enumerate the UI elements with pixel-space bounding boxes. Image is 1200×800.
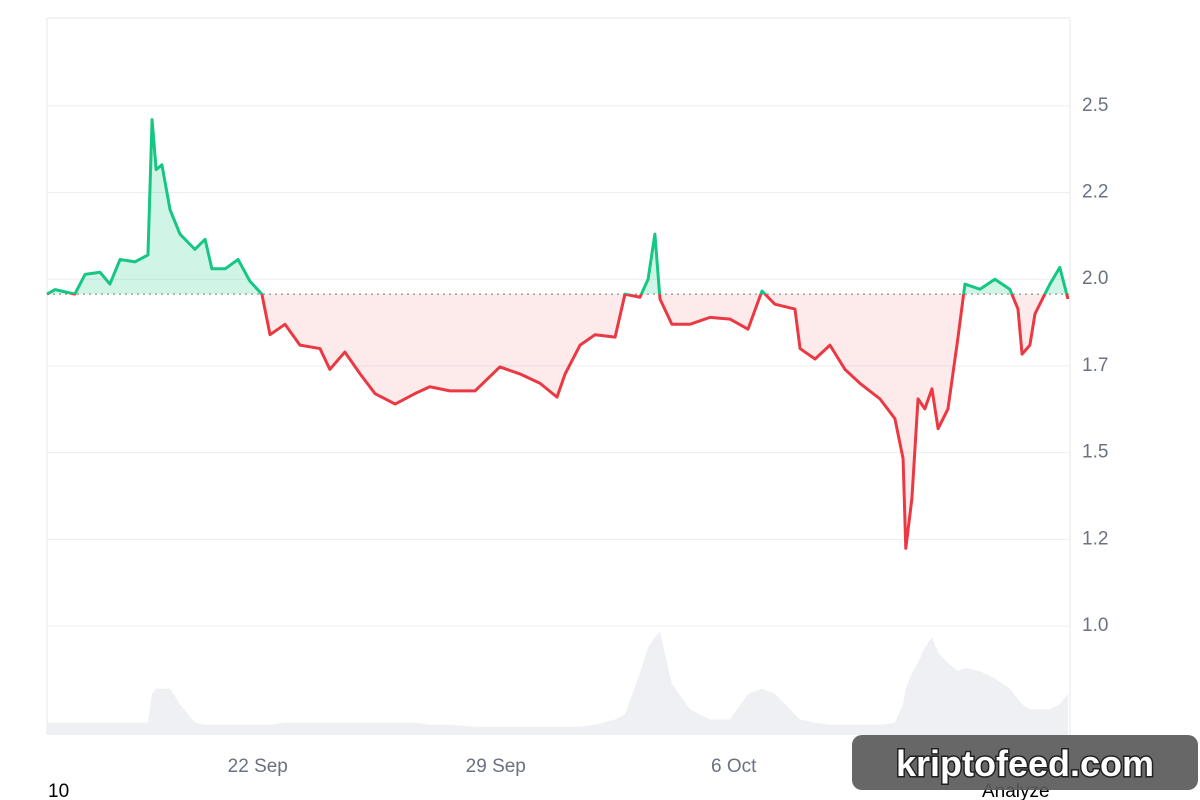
- y-tick-label: 2.5: [1082, 95, 1108, 116]
- price-line-up: [46, 118, 1069, 295]
- area-down: [261, 294, 1068, 549]
- y-tick-label: 2.0: [1082, 268, 1108, 289]
- volume-area: [47, 632, 1068, 735]
- y-tick-label: 1.0: [1082, 615, 1108, 636]
- y-tick-label: 1.2: [1082, 528, 1108, 549]
- watermark: kriptofeed.com: [896, 743, 1154, 784]
- y-tick-label: 1.5: [1082, 442, 1108, 463]
- annotation: 10: [48, 781, 69, 800]
- y-tick-label: 1.7: [1082, 355, 1108, 376]
- price-line-down: [47, 294, 1070, 550]
- watermark-box: [852, 735, 1198, 790]
- x-tick-label: 29 Sep: [466, 756, 526, 777]
- x-tick-label: 6 Oct: [711, 756, 757, 777]
- area-up: [47, 119, 1068, 295]
- y-tick-label: 2.2: [1082, 181, 1108, 202]
- x-tick-label: 22 Sep: [228, 756, 288, 777]
